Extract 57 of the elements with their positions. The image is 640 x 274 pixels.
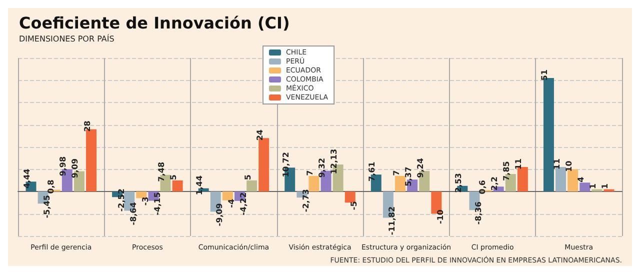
data-label: 5,37 [404,166,413,186]
bar [344,192,356,203]
data-label: 9,24 [416,158,425,178]
data-label: 7,48 [157,162,166,182]
data-label: 10,72 [281,152,290,178]
data-label: 4,44 [22,168,32,188]
bar [580,182,590,192]
bar [258,138,270,192]
data-label: 12,13 [330,148,339,174]
data-label: -5,45 [42,194,52,218]
data-label: -4,22 [239,192,248,216]
data-label: -10 [436,209,445,224]
data-label: 0,6 [478,180,488,194]
data-label: -9,09 [215,202,224,226]
data-label: -5 [350,200,359,210]
data-label: 1,44 [195,175,204,196]
data-label: -2,52 [116,188,126,212]
data-label: 5 [169,174,178,180]
data-label: 7 [305,170,314,176]
data-label: -2,73 [301,189,310,212]
bar [543,78,554,192]
data-label: 11 [514,158,524,170]
data-label: 10 [564,160,574,172]
data-label: 5 [243,174,252,180]
data-label: 7,61 [368,161,377,182]
data-label: 0,8 [46,179,56,194]
data-label: 7 [392,170,401,176]
bar [517,167,528,192]
data-label: 2,2 [490,176,500,191]
data-label: 9,32 [318,158,327,178]
data-label: 51 [540,69,550,81]
chart-subtitle: DIMENSIONES POR PAÍS [19,34,114,44]
bar [246,180,258,192]
data-label: 9,09 [70,158,80,178]
data-label: -4 [227,198,236,208]
data-label: -4,15 [152,192,162,216]
bar [395,176,406,192]
data-label: -3 [140,196,150,206]
data-label: 2,53 [454,172,463,193]
data-label: 7,85 [502,160,512,181]
data-label: 1 [600,183,610,190]
bar [222,192,233,200]
bar [136,192,147,198]
bar [556,167,566,192]
chart-title: Coeficiente de Innovación (CI) [19,14,290,32]
bar [308,176,320,192]
data-label: 4 [576,176,586,182]
data-label: 24 [255,129,264,141]
data-label: 9,98 [58,156,68,176]
data-label: -11,82 [388,206,397,236]
data-label: -8,64 [128,202,138,226]
data-label: 28 [82,120,92,132]
data-label: 1 [588,183,598,190]
data-label: -8,36 [474,201,483,225]
data-label: 11 [552,158,562,170]
bar [172,180,183,192]
bar [568,169,578,192]
